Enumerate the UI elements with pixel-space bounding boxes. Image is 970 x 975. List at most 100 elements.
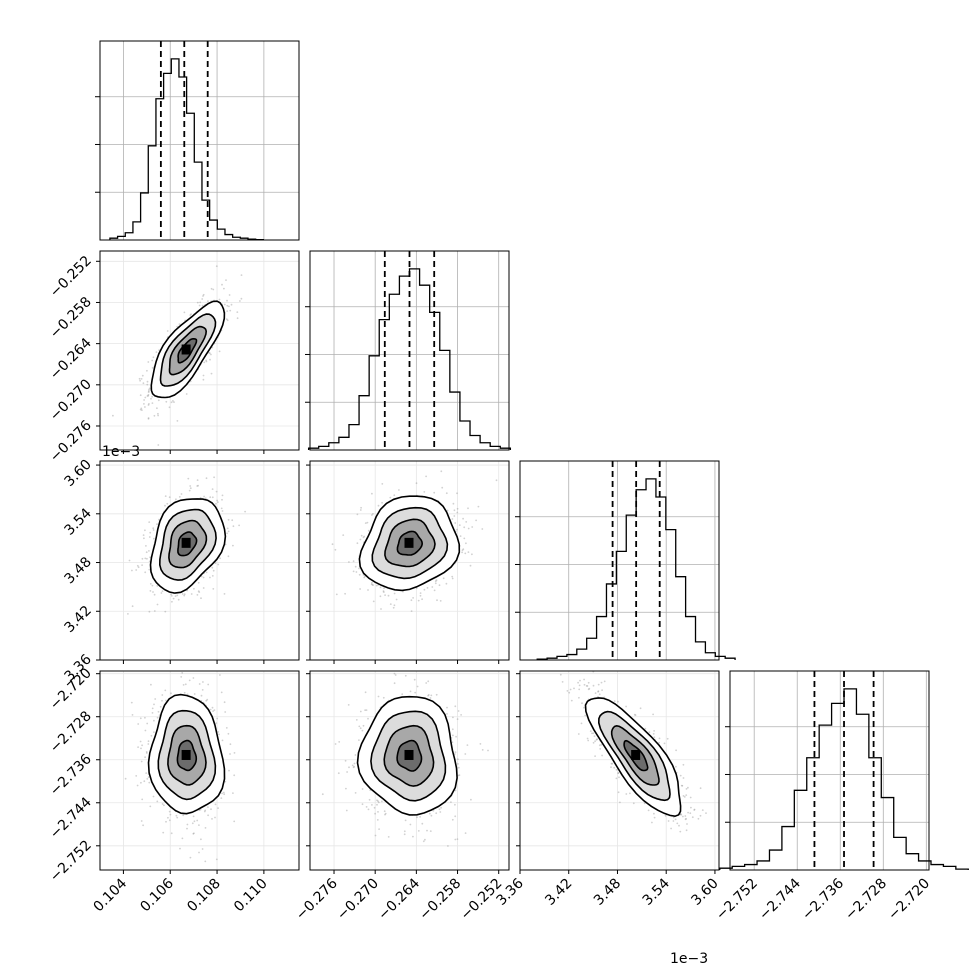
scatter-point	[456, 528, 458, 531]
scatter-point	[372, 600, 375, 603]
scatter-point	[634, 714, 637, 716]
scatter-point	[141, 744, 144, 747]
scatter-point	[148, 568, 151, 571]
contour-line	[168, 519, 208, 569]
scatter-point	[184, 683, 187, 686]
scatter-point	[200, 575, 203, 578]
scatter-point	[367, 808, 370, 811]
scatter-point	[432, 809, 435, 812]
scatter-point	[451, 728, 454, 731]
scatter-point	[682, 763, 685, 766]
scatter-point	[354, 565, 357, 568]
scatter-point	[701, 809, 704, 811]
density-peak	[404, 537, 414, 548]
scatter-point	[361, 788, 364, 790]
scatter-point	[137, 566, 140, 569]
scatter-point	[209, 576, 211, 579]
scatter-point	[433, 589, 436, 592]
scatter-point	[584, 714, 587, 717]
scatter-point	[625, 705, 627, 708]
scatter-point	[230, 303, 233, 306]
scatter-point	[168, 406, 171, 409]
scatter-point	[404, 674, 407, 677]
x-tick-label: 0.110	[231, 876, 271, 916]
contour-line	[167, 724, 207, 786]
panel-frame	[519, 460, 720, 661]
scatter-point	[451, 577, 454, 580]
scatter-point	[467, 507, 469, 510]
scatter-point	[344, 592, 346, 595]
scatter-point	[345, 787, 347, 790]
scatter-point	[352, 570, 355, 573]
scatter-point	[207, 300, 209, 302]
scatter-point	[131, 605, 134, 608]
scatter-point	[183, 593, 186, 596]
scatter-point	[210, 372, 213, 375]
scatter-point	[465, 521, 468, 523]
scatter-point	[244, 510, 247, 513]
scatter-point	[202, 378, 205, 381]
scatter-point	[346, 771, 348, 773]
scatter-point	[434, 582, 437, 585]
scatter-point	[229, 309, 232, 312]
scatter-point	[421, 598, 423, 601]
scatter-point	[147, 391, 150, 393]
scatter-point	[191, 822, 194, 825]
scatter-point	[587, 739, 590, 742]
scatter-point	[615, 768, 618, 771]
scatter-point	[653, 812, 655, 815]
scatter-point	[156, 407, 158, 410]
scatter-point	[161, 699, 163, 702]
scatter-point	[206, 698, 209, 701]
x-tick-label: 0.106	[137, 875, 177, 915]
scatter-point	[216, 717, 219, 720]
scatter-point	[375, 584, 378, 587]
scatter-point	[359, 538, 362, 541]
scatter-point	[146, 557, 148, 560]
scatter-point	[427, 680, 430, 683]
scatter-point	[464, 753, 467, 755]
scatter-point	[435, 579, 438, 581]
scatter-point	[372, 513, 374, 515]
scatter-point	[202, 293, 205, 296]
y-tick-label: −0.258	[47, 294, 95, 342]
scatter-point	[166, 502, 169, 505]
scatter-point	[428, 812, 431, 815]
scatter-point	[389, 603, 392, 605]
contour-line	[584, 697, 682, 818]
scatter-point	[383, 810, 386, 813]
scatter-point	[225, 727, 228, 729]
scatter-point	[209, 358, 211, 361]
x-tick-label: 3.48	[591, 876, 624, 909]
panel-content	[100, 461, 299, 660]
scatter-point	[603, 680, 606, 683]
scatter-point	[697, 817, 700, 820]
scatter-point	[363, 576, 366, 579]
scatter-point	[392, 606, 395, 609]
scatter-point	[457, 766, 460, 769]
x-tick-label: −2.720	[885, 876, 933, 924]
scatter-point	[689, 796, 692, 799]
scatter-point	[690, 806, 692, 809]
scatter-point	[452, 502, 455, 505]
scatter-point	[403, 830, 406, 833]
scatter-point	[178, 496, 181, 498]
scatter-point	[456, 511, 459, 514]
scatter-point	[446, 509, 449, 512]
scatter-point	[176, 816, 179, 819]
scatter-point	[197, 581, 200, 584]
scatter-point	[169, 813, 172, 816]
scatter-point	[202, 587, 205, 589]
scatter-point	[137, 746, 140, 748]
scatter-point	[352, 560, 355, 563]
scatter-point	[442, 577, 445, 580]
contour-line	[177, 338, 198, 364]
scatter-point	[153, 593, 156, 596]
scatter-point	[141, 564, 144, 566]
scatter-point	[211, 566, 214, 569]
scatter-point	[352, 766, 355, 769]
scatter-point	[214, 562, 217, 565]
density-peak	[181, 749, 191, 760]
scatter-point	[687, 811, 689, 814]
offset-text-y: 1e−3	[102, 444, 140, 460]
